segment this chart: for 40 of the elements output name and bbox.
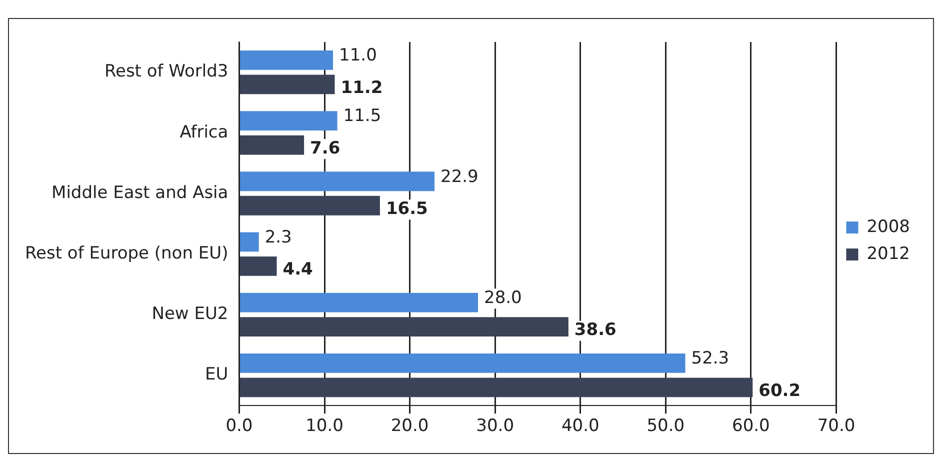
x-tick-label: 40.0 bbox=[561, 416, 600, 436]
y-tick-label: EU bbox=[205, 364, 228, 385]
data-label: 4.4 bbox=[282, 260, 314, 280]
bar bbox=[240, 256, 277, 276]
bar bbox=[240, 378, 753, 398]
data-label: 11.0 bbox=[339, 46, 377, 66]
x-tick-label: 30.0 bbox=[476, 416, 514, 436]
bar bbox=[240, 196, 380, 216]
data-label: 60.2 bbox=[758, 380, 801, 401]
data-label: 38.6 bbox=[574, 320, 616, 340]
x-tick-label: 20.0 bbox=[390, 416, 429, 436]
legend-label: 2008 bbox=[866, 216, 910, 237]
data-label: 52.3 bbox=[691, 348, 730, 369]
data-label: 11.2 bbox=[340, 78, 383, 98]
bar bbox=[240, 292, 478, 312]
y-tick-label: Rest of Europe (non EU) bbox=[24, 244, 228, 264]
bar bbox=[240, 50, 334, 70]
bar bbox=[240, 135, 304, 155]
y-tick-label: Middle East and Asia bbox=[52, 182, 228, 203]
x-tick-label: 60.0 bbox=[732, 416, 770, 436]
x-tick-label: 70.0 bbox=[817, 416, 856, 436]
data-label: 22.9 bbox=[440, 166, 478, 187]
x-tick-label: 50.0 bbox=[646, 416, 685, 436]
bar bbox=[240, 111, 338, 130]
data-label: 28.0 bbox=[484, 288, 522, 308]
data-label: 7.6 bbox=[310, 138, 340, 158]
y-tick-label: Rest of World3 bbox=[104, 62, 228, 82]
x-tick-label: 10.0 bbox=[306, 416, 344, 436]
x-tick-label: 0.0 bbox=[226, 416, 253, 436]
data-label: 11.5 bbox=[343, 106, 382, 126]
data-label: 2.3 bbox=[264, 227, 292, 248]
bar bbox=[240, 232, 259, 252]
y-tick-label: Africa bbox=[180, 122, 228, 142]
data-label: 16.5 bbox=[386, 199, 428, 220]
bar bbox=[240, 74, 335, 94]
y-tick-label: New EU2 bbox=[152, 304, 228, 324]
bar bbox=[240, 353, 686, 373]
bar bbox=[240, 172, 435, 192]
bar bbox=[240, 317, 568, 337]
legend-label: 2012 bbox=[866, 244, 910, 264]
